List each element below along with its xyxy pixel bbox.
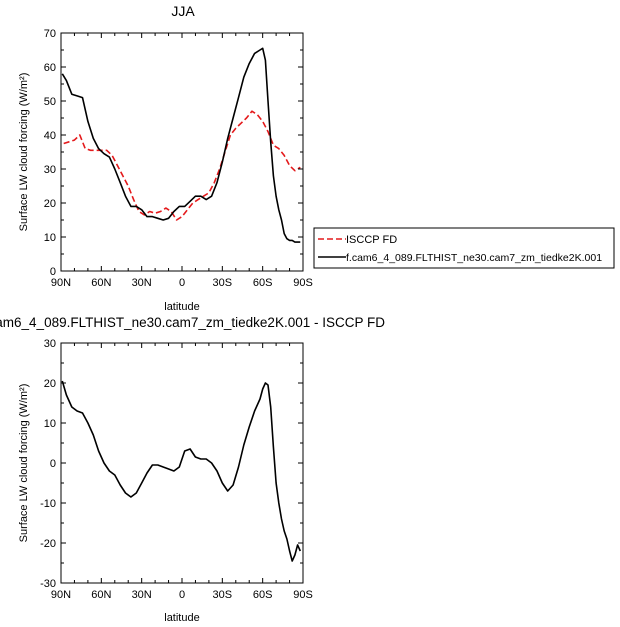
y-tick-label: 60 [44, 62, 56, 74]
x-tick-label: 30S [213, 277, 233, 289]
x-tick-label: 30N [132, 589, 152, 601]
y-tick-label: 30 [44, 338, 56, 350]
x-tick-label: 90S [293, 277, 313, 289]
series-line-0 [61, 380, 302, 562]
y-tick-label: 70 [44, 28, 56, 40]
y-tick-label: 20 [44, 198, 56, 210]
x-tick-label: 60S [253, 277, 273, 289]
y-tick-label: 0 [50, 458, 56, 470]
y-tick-label: 30 [44, 164, 56, 176]
y-tick-label: 50 [44, 96, 56, 108]
x-tick-label: 60N [91, 277, 111, 289]
plot-frame [60, 342, 304, 584]
series-line-0 [63, 110, 301, 221]
chart-jja: JJA Surface LW cloud forcing (W/m²) lati… [18, 3, 313, 313]
chart-difference: f.cam6_4_089.FLTHIST_ne30.cam7_zm_tiedke… [0, 315, 385, 624]
y-axis-label: Surface LW cloud forcing (W/m²) [18, 384, 30, 543]
legend: ISCCP FD f.cam6_4_089.FLTHIST_ne30.cam7_… [313, 227, 615, 269]
y-tick-label: -30 [40, 578, 56, 590]
y-tick-label: 0 [50, 266, 56, 278]
x-tick-label: 60N [91, 589, 111, 601]
y-axis-label: Surface LW cloud forcing (W/m²) [18, 73, 30, 232]
y-tick-label: -10 [40, 498, 56, 510]
x-tick-label: 90N [51, 589, 71, 601]
series-line-1 [61, 47, 301, 243]
y-tick-label: -20 [40, 538, 56, 550]
x-tick-label: 30S [213, 589, 233, 601]
legend-box [313, 227, 615, 269]
x-tick-label: 60S [253, 589, 273, 601]
chart-title: f.cam6_4_089.FLTHIST_ne30.cam7_zm_tiedke… [0, 315, 385, 330]
legend-label-model: f.cam6_4_089.FLTHIST_ne30.cam7_zm_tiedke… [346, 252, 602, 264]
x-tick-label: 90S [293, 589, 313, 601]
y-tick-label: 20 [44, 378, 56, 390]
x-tick-label: 30N [132, 277, 152, 289]
x-axis-label: latitude [164, 301, 199, 313]
x-tick-label: 0 [179, 589, 185, 601]
x-axis-label: latitude [164, 612, 199, 624]
y-tick-label: 40 [44, 130, 56, 142]
y-tick-label: 10 [44, 232, 56, 244]
legend-label-isccp: ISCCP FD [346, 234, 397, 246]
y-tick-label: 10 [44, 418, 56, 430]
x-tick-label: 0 [179, 277, 185, 289]
plot-frame [60, 32, 304, 272]
chart-title: JJA [171, 3, 195, 19]
x-tick-label: 90N [51, 277, 71, 289]
